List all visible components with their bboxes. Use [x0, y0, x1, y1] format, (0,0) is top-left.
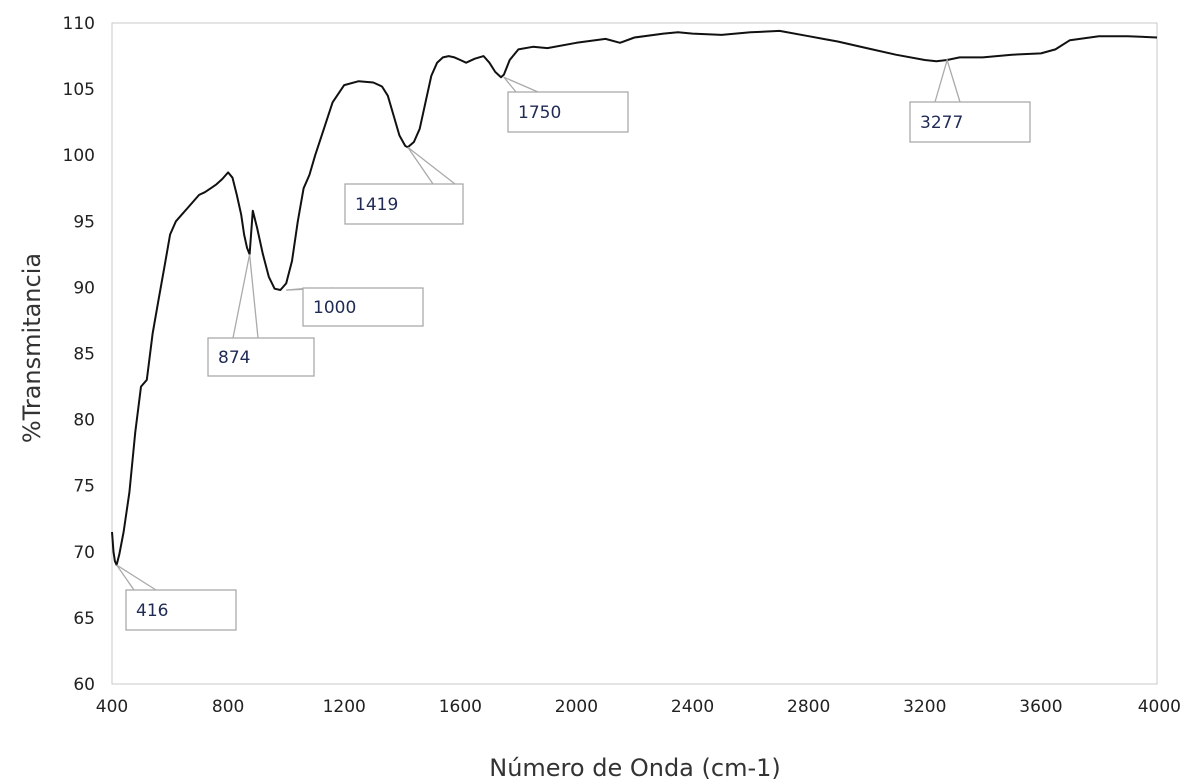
peak-label: 3277	[920, 113, 963, 133]
callout-box	[344, 183, 464, 225]
y-tick-label: 75	[73, 477, 95, 497]
peak-callout: 416	[116, 564, 237, 631]
callout-box	[302, 287, 424, 327]
callout-pointer	[934, 57, 961, 103]
callout-box	[207, 337, 315, 377]
y-tick-label: 90	[73, 278, 95, 298]
peak-callout: 1750	[503, 76, 629, 133]
x-tick-label: 1200	[323, 697, 366, 717]
x-axis-title: Número de Onda (cm-1)	[489, 754, 781, 782]
x-tick-label: 4000	[1138, 697, 1181, 717]
callout-pointer	[503, 76, 539, 93]
peak-label: 416	[136, 601, 168, 621]
callout-pointer	[116, 564, 157, 591]
x-tick-label: 2800	[787, 697, 830, 717]
peak-callouts: 416 874 1000 1419 1750 3277	[116, 57, 1031, 631]
callout-box	[909, 101, 1031, 143]
peak-label: 874	[218, 348, 250, 368]
y-tick-label: 65	[73, 609, 95, 629]
callout-pointer	[232, 254, 259, 339]
peak-callout: 3277	[909, 57, 1031, 143]
x-tick-labels: 400 800 1200 1600 2000 2400 2800 3200 3600 4000	[96, 697, 1181, 717]
y-tick-label: 85	[73, 345, 95, 365]
y-tick-label: 95	[73, 212, 95, 232]
callout-pointer	[407, 146, 456, 185]
callout-box	[507, 91, 629, 133]
peak-callout: 1000	[286, 287, 424, 327]
y-axis-title: %Transmitancia	[18, 253, 46, 443]
x-tick-label: 400	[96, 697, 128, 717]
x-tick-label: 1600	[439, 697, 482, 717]
peak-callout: 874	[207, 254, 315, 377]
y-tick-label: 60	[73, 675, 95, 695]
callout-box	[125, 589, 237, 631]
peak-label: 1000	[313, 298, 356, 318]
x-tick-label: 3200	[903, 697, 946, 717]
y-tick-label: 110	[63, 14, 95, 34]
peak-label: 1750	[518, 103, 561, 123]
y-tick-label: 80	[73, 411, 95, 431]
peak-label: 1419	[355, 195, 398, 215]
transmittance-line	[111, 29, 1158, 566]
x-tick-label: 2000	[555, 697, 598, 717]
y-tick-label: 100	[63, 146, 95, 166]
peak-callout: 1419	[344, 146, 464, 225]
x-tick-label: 3600	[1019, 697, 1062, 717]
x-tick-label: 800	[212, 697, 244, 717]
x-tick-label: 2400	[671, 697, 714, 717]
y-tick-labels: 60 65 70 75 80 85 90 95 100 105 110	[63, 14, 95, 695]
y-tick-label: 70	[73, 543, 95, 563]
y-tick-label: 105	[63, 80, 95, 100]
